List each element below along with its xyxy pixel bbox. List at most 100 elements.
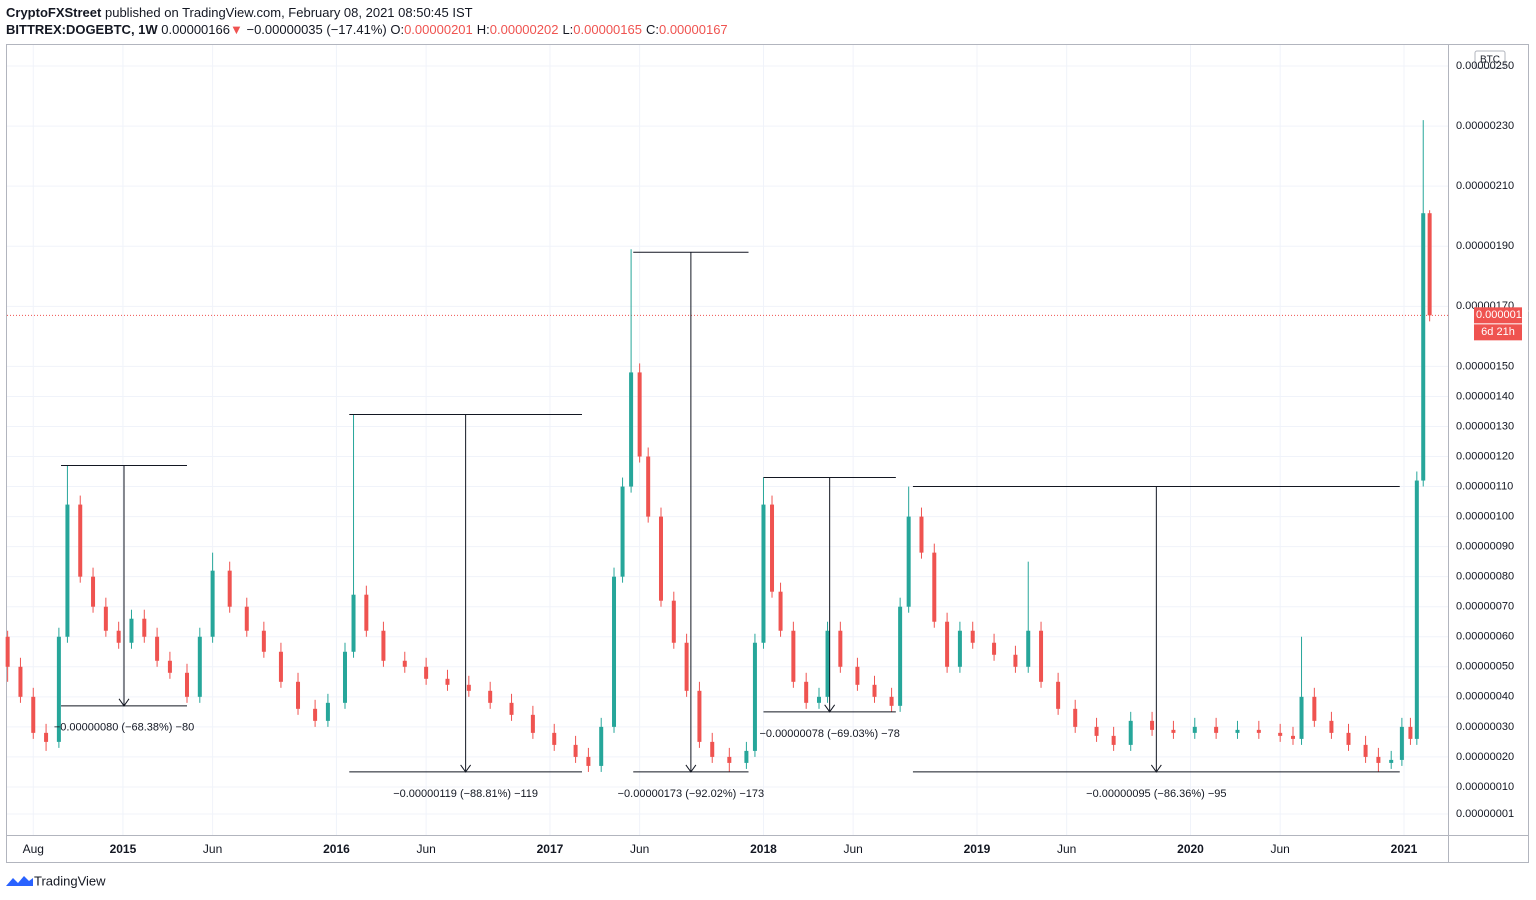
candle-body bbox=[296, 681, 301, 709]
x-tick-label: 2019 bbox=[964, 842, 991, 856]
candle-body bbox=[919, 516, 924, 553]
candle-body bbox=[552, 732, 557, 745]
y-tick-label: 0.00000060 bbox=[1456, 631, 1514, 643]
candle-body bbox=[1111, 735, 1116, 745]
x-tick-label: Jun bbox=[1057, 842, 1076, 856]
currency-box bbox=[1474, 50, 1506, 69]
candle-body bbox=[466, 684, 471, 691]
x-tick-label: Jun bbox=[1270, 842, 1289, 856]
candle-body bbox=[629, 372, 634, 487]
candle-body bbox=[65, 504, 70, 637]
x-tick-label: 2021 bbox=[1391, 842, 1418, 856]
y-tick-label: 0.00000010 bbox=[1456, 781, 1514, 793]
price: 0.00000166 bbox=[161, 22, 230, 37]
x-tick-label: Jun bbox=[630, 842, 649, 856]
candle-body bbox=[244, 606, 249, 631]
candle-body bbox=[402, 660, 407, 667]
candle-body bbox=[816, 696, 821, 703]
candles bbox=[5, 120, 1432, 772]
candle-body bbox=[1056, 681, 1061, 709]
publish-line: CryptoFXStreet published on TradingView.… bbox=[6, 5, 473, 20]
candle-body bbox=[1073, 708, 1078, 727]
candle-body bbox=[697, 690, 702, 742]
candle-body bbox=[1421, 213, 1426, 481]
measure-label: −0.00000119 (−88.81%) −119 bbox=[393, 788, 538, 800]
x-tick-label: Jun bbox=[203, 842, 222, 856]
ohlc-value: 0.00000202 bbox=[489, 22, 559, 37]
y-tick-label: 0.00000150 bbox=[1456, 360, 1514, 372]
candle-body bbox=[1256, 729, 1261, 733]
candle-body bbox=[671, 600, 676, 643]
ohlc: O:0.00000201 H:0.00000202 L:0.00000165 C:0.… bbox=[390, 22, 731, 37]
candle-body bbox=[210, 570, 215, 637]
y-tick-label: 0.00000050 bbox=[1456, 661, 1514, 673]
candle-body bbox=[313, 708, 318, 721]
candle-body bbox=[184, 672, 189, 697]
y-tick-label: 0.00000130 bbox=[1456, 420, 1514, 432]
y-tick-label: 0.00000140 bbox=[1456, 390, 1514, 402]
candle-body bbox=[1026, 630, 1031, 667]
candle-body bbox=[227, 570, 232, 607]
y-tick-label: 0.00000230 bbox=[1456, 120, 1514, 132]
y-tick-label: 0.00000190 bbox=[1456, 240, 1514, 252]
candle-body bbox=[424, 666, 429, 679]
candle-body bbox=[1346, 732, 1351, 745]
y-tick-label: 0.00000040 bbox=[1456, 691, 1514, 703]
candle-body bbox=[488, 690, 493, 703]
ohlc-label: H: bbox=[476, 22, 490, 37]
x-tick-label: 2017 bbox=[537, 842, 564, 856]
candle-body bbox=[1013, 654, 1018, 667]
candle-body bbox=[5, 636, 10, 667]
y-tick-label: 0.00000100 bbox=[1456, 511, 1514, 523]
arrow-head bbox=[1150, 764, 1162, 773]
candle-body bbox=[1399, 726, 1404, 760]
arrow-head bbox=[460, 764, 472, 773]
candle-body bbox=[1299, 696, 1304, 739]
x-tick-label: Jun bbox=[843, 842, 862, 856]
candle-body bbox=[364, 594, 369, 631]
last-price-tag bbox=[1474, 307, 1522, 324]
candle-body bbox=[1171, 729, 1176, 733]
candle-body bbox=[56, 636, 61, 742]
countdown-tag bbox=[1474, 324, 1522, 341]
candle-body bbox=[658, 516, 663, 601]
measure-label: −0.00000080 (−68.38%) −80 bbox=[54, 722, 194, 734]
candle-body bbox=[31, 696, 36, 733]
candle-body bbox=[78, 504, 83, 577]
candle-body bbox=[1329, 720, 1334, 733]
y-tick-label: 0.00000070 bbox=[1456, 601, 1514, 613]
candle-body bbox=[1363, 744, 1368, 757]
candle-body bbox=[612, 576, 617, 727]
candle-body bbox=[1235, 729, 1240, 733]
candle-body bbox=[727, 756, 732, 763]
candle-body bbox=[1312, 696, 1317, 721]
ohlc-label: O: bbox=[390, 22, 405, 37]
x-tick-label: Jun bbox=[416, 842, 435, 856]
candle-body bbox=[197, 636, 202, 697]
candle-body bbox=[1427, 213, 1432, 316]
brand-logo bbox=[6, 876, 33, 886]
candle-body bbox=[825, 630, 830, 697]
y-tick-label: 0.00000001 bbox=[1456, 808, 1514, 820]
candle-body bbox=[637, 372, 642, 457]
candle-body bbox=[278, 651, 283, 682]
candle-body bbox=[906, 516, 911, 607]
y-tick-label: 0.00000210 bbox=[1456, 180, 1514, 192]
measure-label: −0.00000095 (−86.36%) −95 bbox=[1086, 788, 1226, 800]
candle-body bbox=[646, 456, 651, 517]
candle-body bbox=[957, 630, 962, 667]
published: published on TradingView.com, February 0… bbox=[104, 5, 473, 20]
y-tick-label: 0.00000250 bbox=[1456, 60, 1514, 72]
last-price-label: 0.00000167 bbox=[1476, 309, 1534, 321]
candle-body bbox=[761, 504, 766, 643]
x-tick-label: 2016 bbox=[323, 842, 350, 856]
candle-body bbox=[932, 552, 937, 622]
currency-label: BTC bbox=[1480, 55, 1500, 66]
y-tick-label: 0.00000020 bbox=[1456, 751, 1514, 763]
arrow-head bbox=[685, 764, 697, 773]
candle-body bbox=[91, 576, 96, 607]
x-tick-label: Aug bbox=[23, 842, 44, 856]
arrow-head bbox=[824, 704, 836, 713]
